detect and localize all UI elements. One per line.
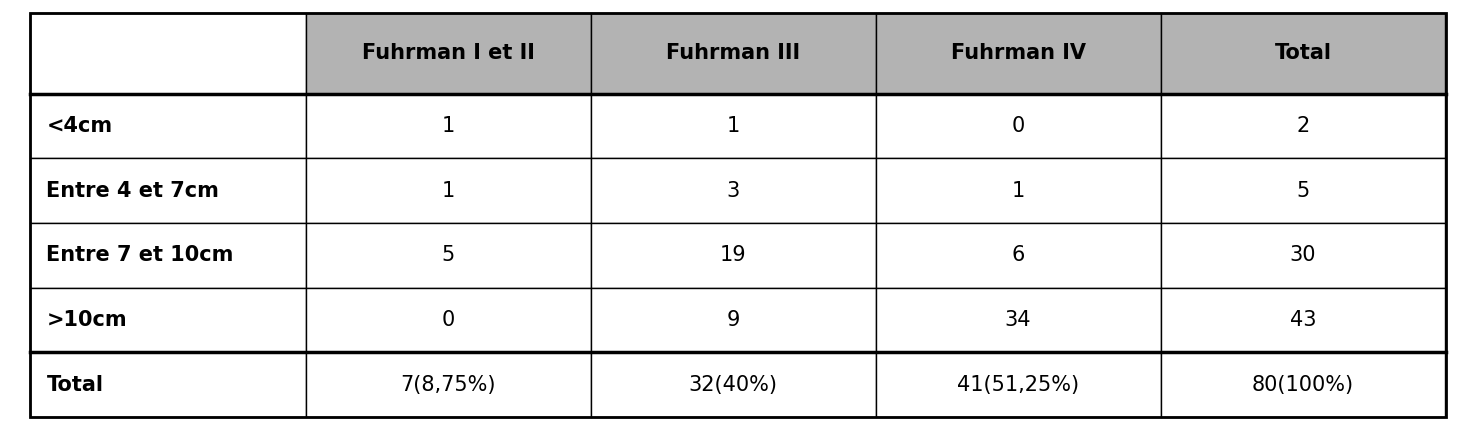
Bar [30,353,305,417]
Bar [1161,158,1446,223]
Text: 41(51,25%): 41(51,25%) [957,375,1080,395]
Bar [876,288,1161,353]
Bar [305,223,590,288]
Text: 80(100%): 80(100%) [1252,375,1354,395]
Bar [876,353,1161,417]
Text: 43: 43 [1289,310,1316,330]
Text: 0: 0 [441,310,454,330]
Bar [30,158,305,223]
Text: Fuhrman IV: Fuhrman IV [950,43,1086,63]
Text: 30: 30 [1289,246,1316,265]
Bar [30,223,305,288]
Bar [590,288,876,353]
Bar [1161,288,1446,353]
Bar [590,94,876,158]
Text: 6: 6 [1012,246,1025,265]
Bar [590,13,876,94]
Bar [1161,13,1446,94]
Text: 2: 2 [1297,116,1310,136]
Text: 1: 1 [441,116,454,136]
Bar [1161,223,1446,288]
Text: 7(8,75%): 7(8,75%) [400,375,496,395]
Text: 3: 3 [727,181,739,201]
Text: 1: 1 [1012,181,1025,201]
Bar [305,288,590,353]
Bar [590,353,876,417]
Bar [30,288,305,353]
Bar [1161,353,1446,417]
Text: Fuhrman III: Fuhrman III [667,43,799,63]
Bar [876,223,1161,288]
Text: >10cm: >10cm [47,310,127,330]
Text: 34: 34 [1004,310,1031,330]
Bar [590,223,876,288]
Bar [1161,94,1446,158]
Bar [305,94,590,158]
Bar [30,13,305,94]
Text: 9: 9 [726,310,740,330]
Text: 1: 1 [441,181,454,201]
Text: Total: Total [47,375,103,395]
Bar [876,158,1161,223]
Bar [305,158,590,223]
Text: Total: Total [1274,43,1332,63]
Text: 1: 1 [727,116,739,136]
Text: Fuhrman I et II: Fuhrman I et II [361,43,534,63]
Bar [305,353,590,417]
Text: 5: 5 [1297,181,1310,201]
Text: <4cm: <4cm [47,116,112,136]
Text: 0: 0 [1012,116,1025,136]
Text: 5: 5 [441,246,454,265]
Text: Entre 7 et 10cm: Entre 7 et 10cm [47,246,235,265]
Text: 19: 19 [720,246,746,265]
Bar [305,13,590,94]
Bar [590,158,876,223]
Bar [876,94,1161,158]
Bar [30,94,305,158]
Bar [876,13,1161,94]
Text: Entre 4 et 7cm: Entre 4 et 7cm [47,181,220,201]
Text: 32(40%): 32(40%) [689,375,777,395]
